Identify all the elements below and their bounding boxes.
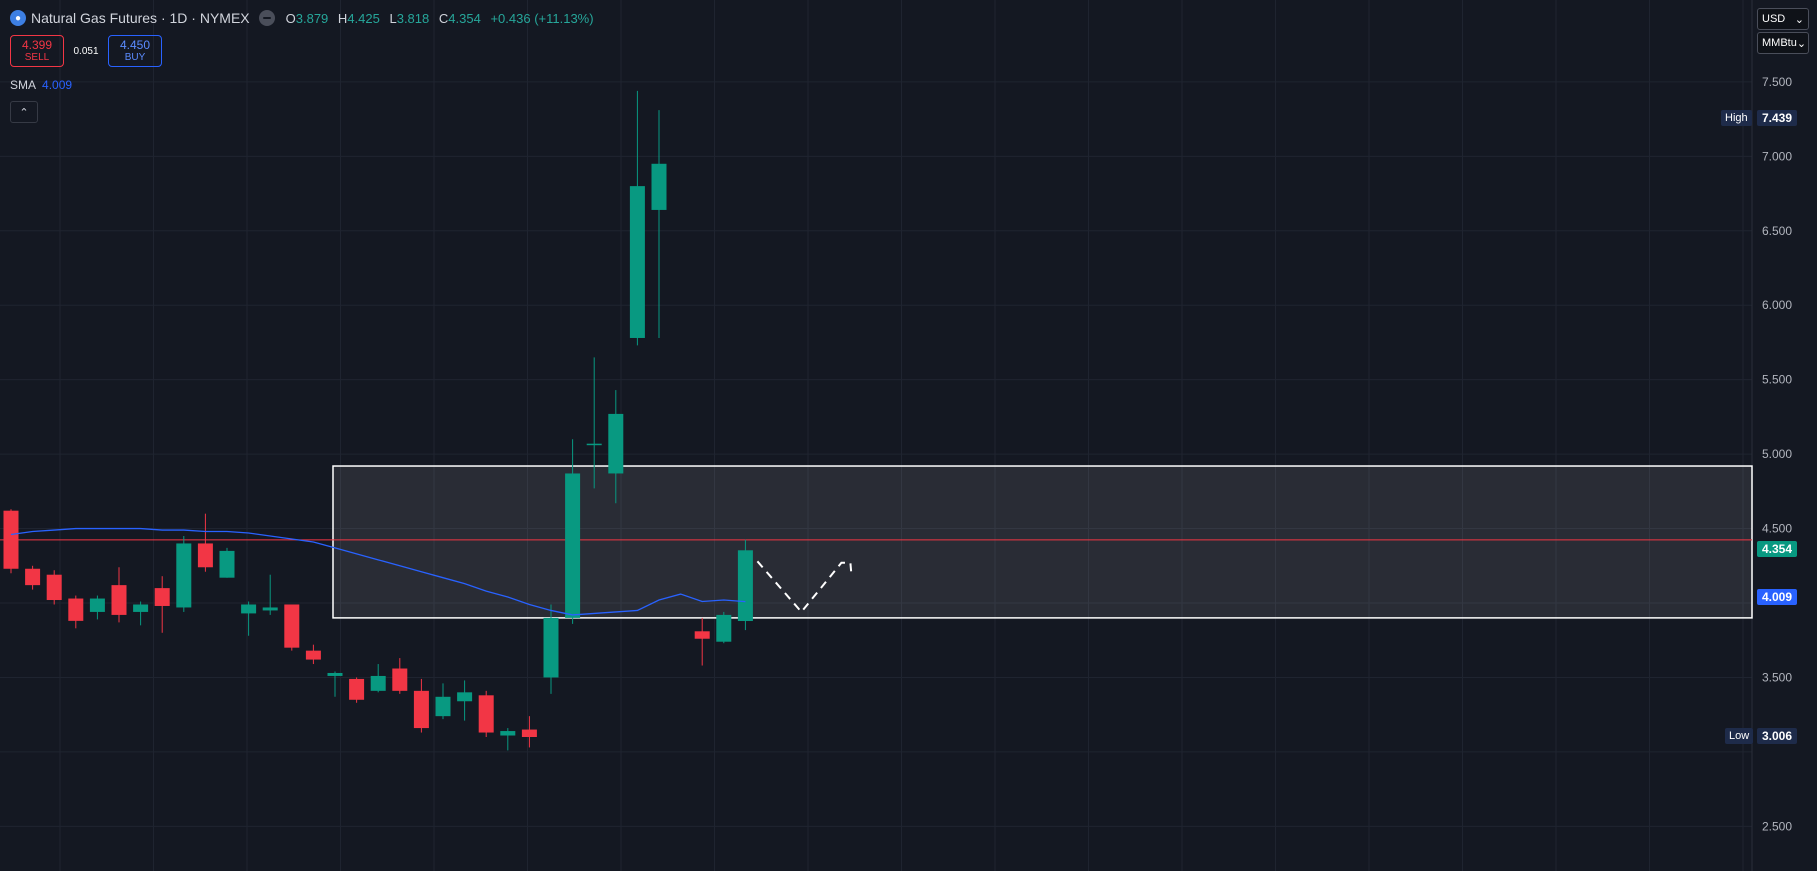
currency-value: USD: [1762, 13, 1786, 25]
candle-body: [349, 678, 365, 700]
candle-body: [154, 588, 170, 606]
last-price-badge: 4.354: [1757, 541, 1798, 557]
candles: [3, 90, 753, 751]
price-tick-label: 5.500: [1762, 373, 1792, 387]
buy-button[interactable]: 4.450 BUY: [108, 35, 162, 67]
candle-body: [370, 675, 386, 691]
sma-name: SMA: [10, 78, 37, 92]
candle-body: [327, 672, 343, 676]
price-tick-label: 2.500: [1762, 819, 1792, 833]
price-axis-ticks: 7.500 7.000 6.500 6.000 5.500 5.000 4.500 3.500…: [1762, 75, 1792, 833]
candle-body: [392, 668, 408, 691]
candle-body: [3, 510, 19, 569]
chevron-up-icon: ⌃: [19, 106, 29, 119]
projection-path: [756, 560, 853, 614]
candle-body: [46, 574, 62, 601]
candle-body: [716, 614, 732, 642]
candle-body: [586, 443, 602, 446]
candle-body: [68, 598, 84, 621]
currency-select[interactable]: USD ⌄: [1757, 8, 1809, 30]
candle-body: [457, 692, 473, 702]
buy-price: 4.450: [119, 38, 151, 52]
sma-legend-value: 4.009: [42, 78, 73, 92]
candle-body: [284, 604, 300, 648]
candle-body: [565, 473, 581, 618]
low-label: Low: [1725, 728, 1754, 744]
candle-body: [543, 617, 559, 678]
support-resistance-zone: [332, 465, 1753, 619]
candle-body: [629, 186, 645, 338]
candle-body: [262, 607, 278, 611]
candle-body: [413, 690, 429, 729]
candle-body: [651, 163, 667, 210]
sell-label: SELL: [24, 52, 50, 63]
price-tick-label: 3.500: [1762, 670, 1792, 684]
candle-body: [435, 696, 451, 717]
gas-flame-icon: ●: [10, 10, 26, 26]
trade-panel: 4.399 SELL 0.051 4.450 BUY: [10, 35, 162, 67]
price-tick-label: 7.500: [1762, 75, 1792, 89]
candle-body: [478, 695, 494, 733]
ohlc-values: O3.879 H4.425 L3.818 C4.354 +0.436 (+11.…: [285, 10, 594, 26]
candle-body: [25, 568, 41, 586]
price-tick-label: 4.500: [1762, 522, 1792, 536]
symbol-title[interactable]: Natural Gas Futures · 1D · NYMEX: [31, 10, 250, 26]
sma-value-badge: 4.009: [1757, 589, 1798, 605]
low-value-badge: 3.006: [1757, 728, 1798, 744]
hide-series-icon[interactable]: [258, 10, 275, 26]
high-label: High: [1721, 110, 1752, 126]
sma-line: [10, 527, 746, 616]
chevron-down-icon: ⌄: [1794, 13, 1804, 26]
candle-body: [111, 585, 127, 615]
candle-body: [737, 550, 753, 622]
change-value: +0.436 (+11.13%): [490, 10, 594, 26]
sma-line: [10, 527, 746, 616]
candle-body: [219, 550, 235, 578]
candle-body: [89, 598, 105, 612]
candle-body: [305, 650, 321, 660]
price-tick-label: 7.000: [1762, 149, 1792, 163]
chevron-down-icon: ⌄: [1796, 37, 1807, 50]
collapse-legend-button[interactable]: ⌃: [10, 101, 38, 123]
symbol-legend: ● Natural Gas Futures · 1D · NYMEX O3.87…: [10, 10, 600, 26]
candle-body: [521, 729, 537, 737]
unit-value: MMBtu: [1762, 37, 1797, 49]
price-tick-label: 6.500: [1762, 224, 1792, 238]
price-tick-label: 5.000: [1762, 447, 1792, 461]
zone-rectangle: [332, 465, 1753, 619]
candle-body: [133, 604, 149, 612]
sell-button[interactable]: 4.399 SELL: [10, 35, 64, 67]
spread-value: 0.051: [73, 45, 99, 57]
buy-label: BUY: [124, 52, 146, 63]
candle-body: [500, 731, 516, 736]
candle-body: [608, 413, 624, 474]
projection-dashed-line: [756, 560, 853, 614]
sma-legend[interactable]: SMA 4.009: [10, 78, 72, 92]
candle-body: [694, 631, 710, 639]
chart-grid: [0, 0, 1753, 871]
price-tick-label: 6.000: [1762, 298, 1792, 312]
high-value-badge: 7.439: [1757, 110, 1798, 126]
unit-select[interactable]: MMBtu ⌄: [1757, 32, 1809, 54]
sell-price: 4.399: [21, 38, 53, 52]
candle-body: [176, 543, 192, 608]
candle-body: [197, 543, 213, 568]
candle-body: [241, 604, 257, 614]
